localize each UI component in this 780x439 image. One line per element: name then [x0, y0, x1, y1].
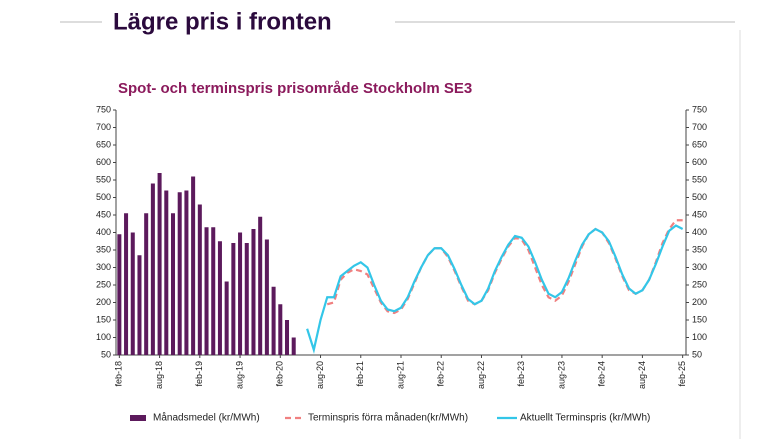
y-tick-label: 150 — [96, 314, 111, 324]
bar — [231, 243, 236, 355]
y-tick-label: 500 — [96, 192, 111, 202]
legend-label: Terminspris förra månaden(kr/MWh) — [308, 412, 468, 424]
x-tick-label: feb-18 — [114, 361, 124, 387]
bar — [278, 304, 283, 355]
bar — [124, 213, 129, 355]
bar — [284, 320, 290, 355]
bar — [211, 227, 216, 355]
chart-title: Spot- och terminspris prisområde Stockho… — [118, 80, 472, 97]
y2-tick-label: 700 — [692, 122, 707, 132]
y2-tick-label: 250 — [692, 279, 707, 289]
y2-tick-label: 650 — [692, 139, 707, 149]
y-tick-label: 250 — [96, 279, 111, 289]
y2-tick-label: 600 — [692, 157, 707, 167]
x-tick-label: feb-20 — [275, 361, 285, 387]
bar — [150, 183, 155, 355]
bar — [170, 213, 176, 355]
y-tick-label: 350 — [96, 244, 111, 254]
bar — [238, 232, 243, 355]
y-tick-label: 600 — [96, 157, 111, 167]
y2-tick-label: 50 — [692, 349, 702, 359]
y-tick-label: 700 — [96, 122, 111, 132]
bar — [137, 255, 142, 355]
x-tick-label: feb-19 — [194, 361, 204, 387]
y-tick-label: 750 — [96, 104, 111, 114]
y-tick-label: 450 — [96, 209, 111, 219]
bar — [224, 281, 229, 355]
y2-tick-label: 500 — [692, 192, 707, 202]
x-tick-label: feb-21 — [355, 361, 365, 387]
x-tick-label: aug-20 — [315, 361, 325, 389]
bar — [244, 243, 249, 355]
legend-label: Aktuellt Terminspris (kr/MWh) — [520, 413, 650, 424]
bar — [144, 213, 149, 355]
y-tick-label: 300 — [96, 262, 111, 272]
x-tick-label: feb-22 — [436, 361, 446, 387]
x-tick-label: aug-19 — [234, 361, 244, 389]
bar — [258, 216, 263, 355]
y2-tick-label: 750 — [692, 104, 707, 114]
bar — [264, 239, 269, 355]
y-tick-label: 550 — [96, 174, 111, 184]
bar — [157, 173, 162, 355]
y2-tick-label: 150 — [692, 314, 707, 324]
y-tick-label: 50 — [101, 349, 111, 359]
bar — [291, 337, 296, 355]
bar — [251, 229, 256, 355]
legend-swatch — [130, 415, 146, 421]
y2-tick-label: 350 — [692, 244, 707, 254]
y-tick-label: 400 — [96, 227, 111, 237]
bar — [271, 286, 276, 355]
bar — [130, 232, 135, 355]
bar — [217, 241, 222, 355]
bar — [117, 234, 122, 355]
y-tick-label: 200 — [96, 297, 111, 307]
x-tick-label: aug-24 — [637, 361, 647, 389]
x-tick-label: feb-24 — [597, 361, 607, 387]
bar — [164, 190, 169, 355]
bar — [197, 204, 202, 355]
legend-label: Månadsmedel (kr/MWh) — [153, 412, 260, 424]
y-tick-label: 650 — [96, 139, 111, 149]
x-tick-label: aug-23 — [556, 361, 566, 389]
bar — [177, 192, 182, 355]
bar — [191, 176, 196, 355]
x-tick-label: aug-21 — [395, 361, 405, 389]
y2-tick-label: 300 — [692, 262, 707, 272]
x-tick-label: aug-22 — [476, 361, 486, 389]
bar — [184, 190, 189, 355]
bar — [204, 227, 209, 355]
y2-tick-label: 400 — [692, 227, 707, 237]
x-tick-label: aug-18 — [154, 361, 164, 389]
y2-tick-label: 550 — [692, 174, 707, 184]
slide-title: Lägre pris i fronten — [113, 8, 332, 35]
y-tick-label: 100 — [96, 332, 111, 342]
line — [306, 224, 684, 354]
y2-tick-label: 450 — [692, 209, 707, 219]
y2-tick-label: 200 — [692, 297, 707, 307]
y2-tick-label: 100 — [692, 332, 707, 342]
x-tick-label: feb-25 — [677, 361, 687, 387]
x-tick-label: feb-23 — [516, 361, 526, 387]
